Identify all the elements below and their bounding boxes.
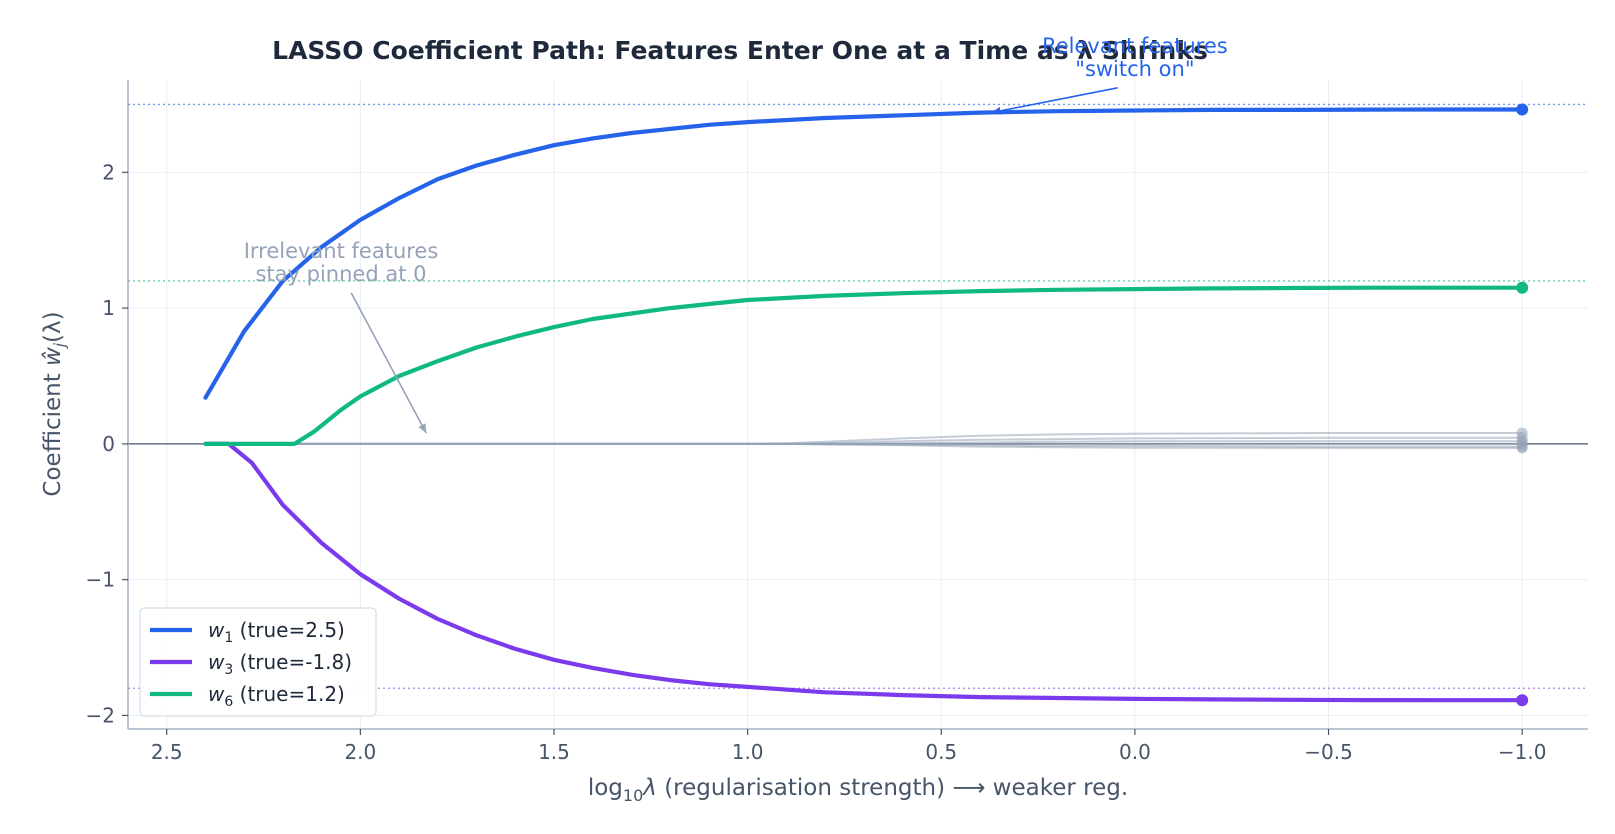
- annotation-arrow: [350, 292, 427, 434]
- legend-label-w6: w6 (true=1.2): [208, 682, 345, 710]
- y-tick-label: −2: [86, 703, 115, 727]
- annotation-text: Irrelevant features stay pinned at 0: [244, 239, 439, 286]
- series-endpoint-w1: [1516, 103, 1529, 116]
- irrelevant-endpoint-marker: [1516, 442, 1528, 454]
- annotation-line: Relevant features: [1042, 34, 1228, 58]
- y-tick-label: 1: [102, 296, 115, 320]
- annotation-arrow: [991, 87, 1118, 115]
- chart-title: LASSO Coefficient Path: Features Enter O…: [272, 36, 1208, 65]
- series-line-w1: [203, 107, 1525, 400]
- coefficient-paths: [203, 103, 1529, 707]
- x-axis-label: log10λ (regularisation strength) ⟶ weake…: [588, 775, 1128, 805]
- series-line-w6: [203, 285, 1525, 446]
- y-axis-label: Coefficient ŵj(λ): [40, 311, 69, 496]
- annotation-line: stay pinned at 0: [255, 262, 426, 286]
- legend-label-w1: w1 (true=2.5): [208, 618, 345, 646]
- x-tick-label: 0.0: [1119, 740, 1151, 764]
- annotation-line: Irrelevant features: [244, 239, 439, 263]
- y-tick-label: −1: [86, 568, 115, 592]
- series-endpoint-w3: [1516, 694, 1529, 707]
- series-line-w3: [203, 441, 1525, 703]
- x-tick-label: 1.0: [732, 740, 764, 764]
- x-tick-label: 2.5: [151, 740, 183, 764]
- legend-label-w3: w3 (true=-1.8): [208, 650, 352, 678]
- legend-box: [139, 607, 377, 717]
- annotations: Relevant features "switch on" Irrelevant f…: [244, 34, 1228, 434]
- x-tick-label: 1.5: [538, 740, 570, 764]
- true-value-reference-lines: [128, 103, 1588, 689]
- irrelevant-coefficient-line: [205, 442, 1523, 449]
- series-endpoint-w6: [1516, 281, 1529, 294]
- x-tick-label: 0.5: [925, 740, 957, 764]
- x-tick-label: −0.5: [1304, 740, 1353, 764]
- x-tick-label: −1.0: [1498, 740, 1547, 764]
- y-tick-label: 2: [102, 160, 115, 184]
- x-tick-label: 2.0: [344, 740, 376, 764]
- annotation-text: Relevant features "switch on": [1042, 34, 1228, 81]
- y-tick-label: 0: [102, 432, 115, 456]
- annotation-line: "switch on": [1075, 57, 1194, 81]
- legend: w1 (true=2.5) w3 (true=-1.8) w6 (true=1.2): [139, 607, 377, 717]
